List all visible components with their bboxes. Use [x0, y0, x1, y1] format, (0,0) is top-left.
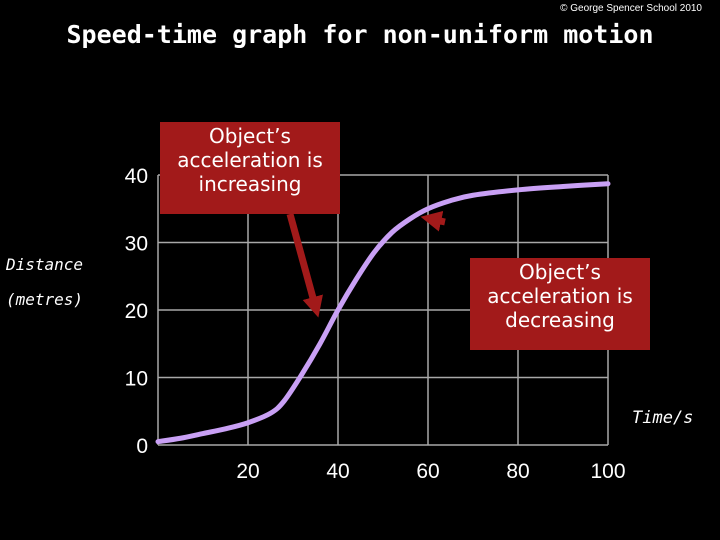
callout-acceleration-decreasing: Object’s acceleration is decreasing: [470, 258, 650, 350]
x-tick-label-80: 80: [506, 460, 529, 483]
y-tick-label-20: 20: [125, 300, 148, 323]
y-axis-label-line1: Distance: [6, 255, 84, 274]
x-axis-label: Time/s: [632, 408, 694, 428]
x-tick-label-60: 60: [416, 460, 439, 483]
y-tick-label-0: 0: [136, 435, 148, 458]
speed-curve: [155, 181, 611, 445]
annotation-arrow-1: [420, 210, 446, 232]
x-tick-label-20: 20: [236, 460, 259, 483]
copyright-notice: © George Spencer School 2010: [560, 3, 702, 14]
y-tick-label-10: 10: [125, 368, 148, 391]
y-tick-label-30: 30: [125, 233, 148, 256]
y-axis-label-line2: (metres): [6, 290, 84, 309]
chart-title: Speed-time graph for non-uniform motion: [66, 20, 654, 49]
annotation-arrow-0: [286, 213, 323, 318]
x-tick-label-40: 40: [326, 460, 349, 483]
callout-acceleration-increasing: Object’s acceleration is increasing: [160, 122, 340, 214]
y-tick-label-40: 40: [125, 165, 148, 188]
x-tick-label-100: 100: [590, 460, 625, 483]
